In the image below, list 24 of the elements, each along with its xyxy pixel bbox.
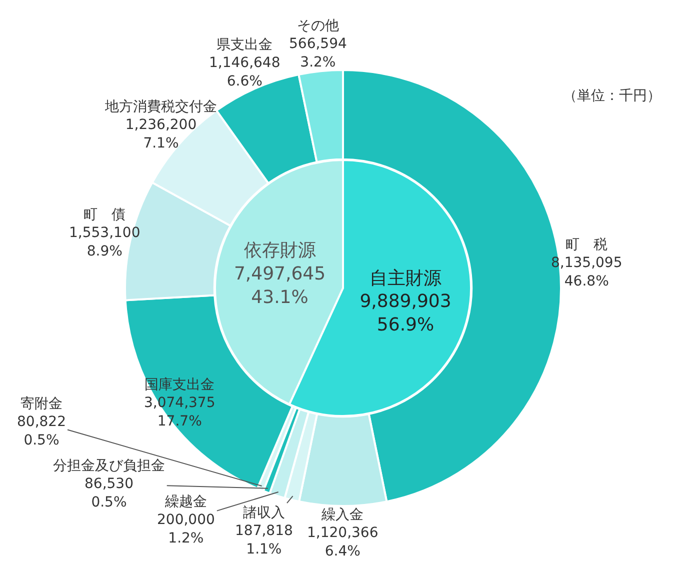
data-label: 9,889,903 56.9%	[360, 291, 452, 336]
data-label: 1,553,100 8.9%	[69, 225, 140, 260]
slice-label: 県支出金	[216, 37, 273, 53]
data-label: 566,594 3.2%	[289, 36, 347, 70]
data-label: 86,530 0.5%	[84, 476, 134, 510]
slice-label: 地方消費税交付金	[104, 99, 217, 115]
slice-label: 依存財源	[244, 240, 316, 262]
slice-label: 諸収入	[242, 505, 285, 521]
slice-label: その他	[296, 18, 339, 34]
data-label: 7,497,645 43.1%	[234, 264, 326, 308]
data-label: 1,120,366 6.4%	[307, 525, 378, 560]
data-label: 1,236,200 7.1%	[125, 117, 197, 152]
slice-label: 寄附金	[20, 396, 62, 412]
text: （単位：千円）	[563, 88, 661, 104]
data-label: 200,000 1.2%	[157, 512, 215, 546]
data-label: 187,818 1.1%	[235, 523, 293, 558]
slice-label: 自主財源	[370, 268, 442, 289]
slice-label: 分担金及び負担金	[53, 458, 165, 474]
slice-label: 繰越金	[164, 494, 207, 510]
slice-label: 町 税	[566, 237, 608, 253]
slice-label: 繰入金	[320, 507, 364, 523]
slice-label: 町 債	[84, 207, 126, 223]
data-label: 80,822 0.5%	[17, 414, 66, 448]
data-label: 1,146,648 6.6%	[209, 55, 280, 90]
